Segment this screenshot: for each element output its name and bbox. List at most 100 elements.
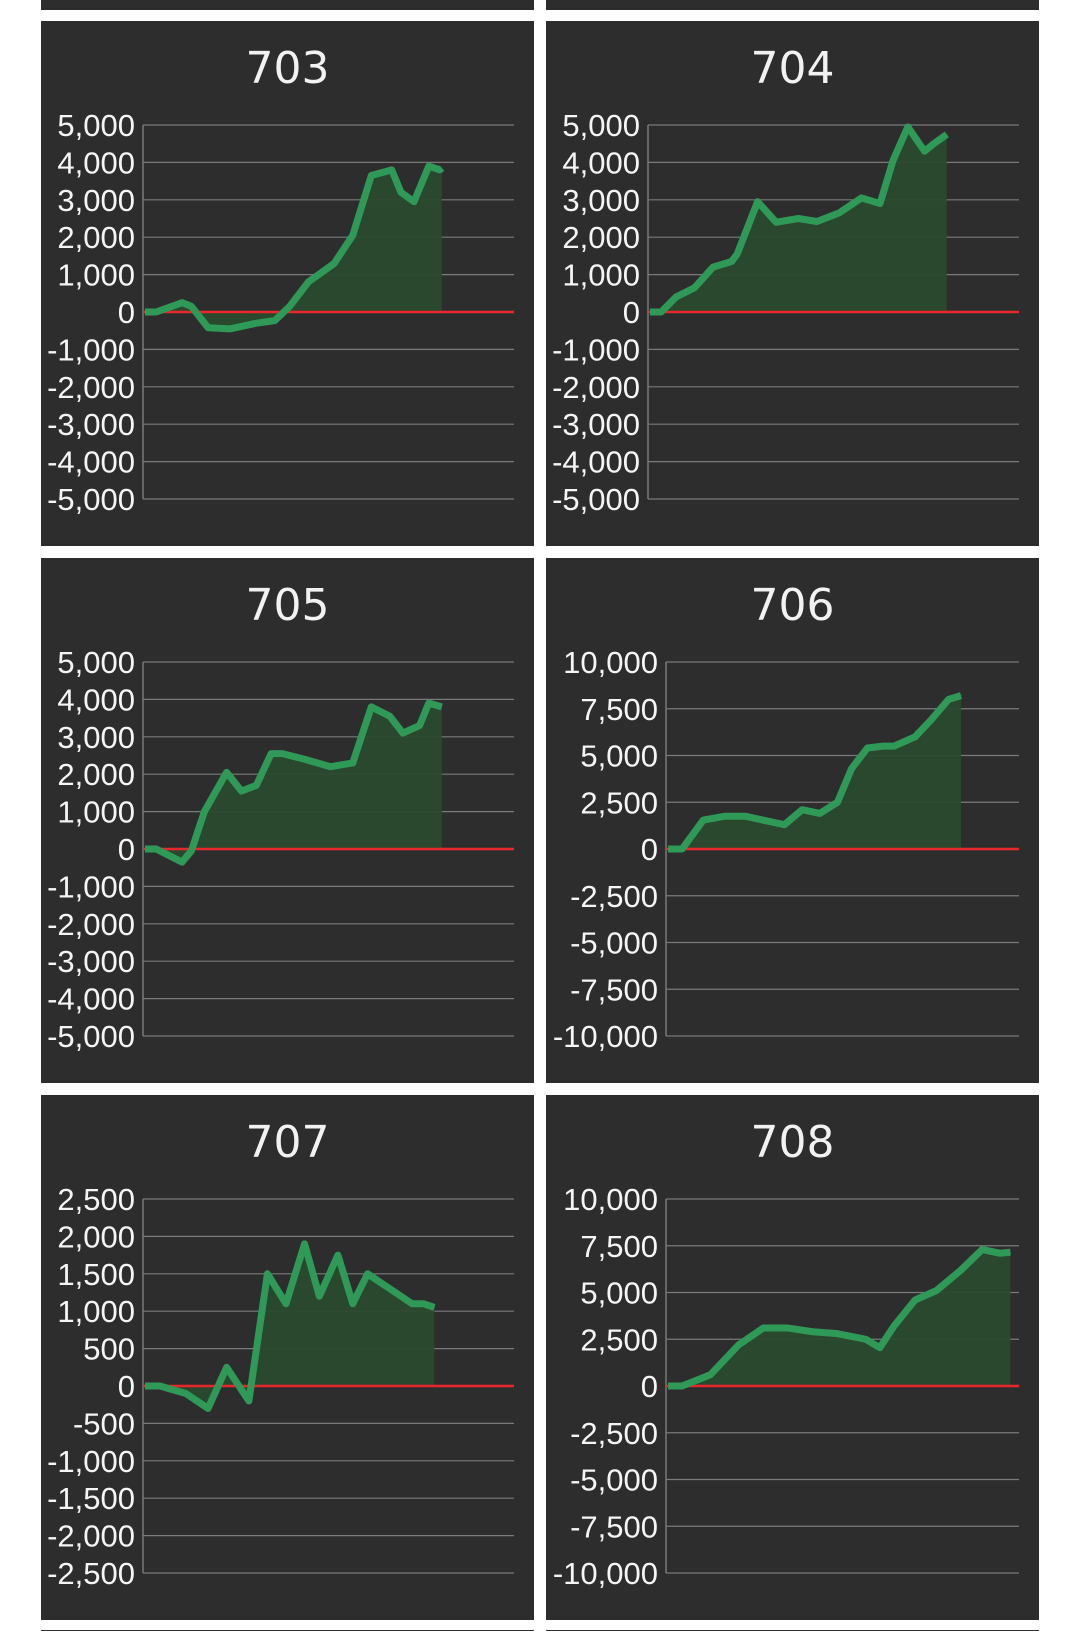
y-tick-label: 5,000	[580, 1276, 658, 1311]
y-tick-label: -1,000	[47, 869, 135, 904]
data-point	[838, 212, 840, 214]
data-point	[304, 758, 306, 760]
data-point	[738, 1344, 740, 1346]
chart-svg: 5,0004,0003,0002,0001,0000-1,000-2,000-3…	[47, 645, 514, 1054]
data-point	[285, 1303, 287, 1305]
data-point	[400, 191, 402, 193]
chart-svg: 5,0004,0003,0002,0001,0000-1,000-2,000-3…	[47, 108, 514, 517]
y-tick-label: -2,000	[47, 907, 135, 942]
chart-svg: 10,000 7,500 5,000 2,500 0 -2,500 -5,000 -7,500…	[553, 1182, 1019, 1591]
data-point	[660, 311, 662, 313]
y-tick-label: -5,000	[47, 482, 135, 517]
chart-title: 704	[750, 43, 835, 94]
data-point	[433, 1306, 435, 1308]
y-tick-label: 5,000	[57, 108, 135, 143]
y-tick-label: 3,000	[57, 720, 135, 755]
data-point	[882, 745, 884, 747]
y-tick-label: -2,500	[47, 1556, 135, 1591]
y-tick-label: 1,000	[57, 1294, 135, 1329]
prev-panel-right-stub	[546, 0, 1039, 10]
y-tick-label: -1,500	[47, 1481, 135, 1516]
data-point	[391, 169, 393, 171]
data-point	[948, 698, 950, 700]
chart-title: 708	[750, 1117, 835, 1168]
data-point	[402, 732, 404, 734]
chart-panel-703: 703 5,000 4,000 3,000 2,000 1,000 0 -1,000 -2,0…	[41, 21, 534, 546]
data-point	[155, 311, 157, 313]
y-tick-label: -5,000	[570, 1463, 658, 1498]
data-point	[836, 1333, 838, 1335]
y-tick-label: 4,000	[562, 145, 640, 180]
y-tick-label: 0	[641, 832, 658, 867]
series-area	[145, 703, 442, 863]
y-tick-label: -2,500	[570, 879, 658, 914]
data-point	[413, 201, 415, 203]
y-tick-label: 3,000	[57, 183, 135, 218]
data-point	[226, 1366, 228, 1368]
data-point	[144, 1385, 146, 1387]
data-point	[181, 861, 183, 863]
data-point	[892, 160, 894, 162]
data-point	[762, 1327, 764, 1329]
y-tick-label: 10,000	[563, 1182, 658, 1217]
chart-panel-704: 704 5,000 4,000 3,000 2,000 1,000 0 -1,000 -2,0…	[546, 21, 1039, 546]
y-tick-label: -5,000	[47, 1019, 135, 1054]
y-tick-label: 2,500	[580, 1322, 658, 1357]
data-point	[723, 815, 725, 817]
data-point	[960, 695, 962, 697]
data-point	[281, 753, 283, 755]
data-point	[229, 328, 231, 330]
data-point	[924, 150, 926, 152]
data-point	[307, 281, 309, 283]
data-point	[203, 811, 205, 813]
data-point	[893, 745, 895, 747]
data-point	[181, 302, 183, 304]
y-tick-label: 5,000	[57, 645, 135, 680]
data-point	[333, 262, 335, 264]
data-point	[702, 819, 704, 821]
y-tick-label: -2,000	[552, 370, 640, 405]
data-point	[367, 1273, 369, 1275]
data-point	[226, 771, 228, 773]
y-tick-label: 7,500	[580, 1229, 658, 1264]
y-tick-label: -3,000	[47, 407, 135, 442]
data-point	[352, 1303, 354, 1305]
y-tick-label: -3,000	[552, 407, 640, 442]
data-point	[337, 1254, 339, 1256]
data-point	[207, 327, 209, 329]
y-tick-label: 1,000	[57, 795, 135, 830]
y-tick-label: 4,000	[57, 682, 135, 717]
data-point	[352, 234, 354, 236]
y-tick-label: 5,000	[580, 739, 658, 774]
data-point	[389, 715, 391, 717]
data-point	[667, 848, 669, 850]
data-point	[255, 322, 257, 324]
y-tick-label: 1,000	[57, 258, 135, 293]
chart-svg: 10,000 7,500 5,000 2,500 0 -2,500 -5,000 -7,500…	[553, 645, 1019, 1054]
data-point	[428, 165, 430, 167]
chart-title: 703	[245, 43, 330, 94]
chart-title: 705	[245, 580, 330, 631]
y-tick-label: -500	[73, 1406, 135, 1441]
data-point	[270, 753, 272, 755]
data-point	[411, 1303, 413, 1305]
chart-panel-708: 708 10,000 7,500 5,000 2,500 0 -2,500 -5,000 -7…	[546, 1095, 1039, 1620]
y-tick-label: 7,500	[580, 692, 658, 727]
data-point	[933, 143, 935, 145]
data-point	[893, 1325, 895, 1327]
data-point	[1009, 1251, 1011, 1253]
y-tick-label: 10,000	[563, 645, 658, 680]
chart-svg: 2,5002,0001,5001,0005000-500-1,000-1,500…	[47, 1182, 514, 1591]
data-point	[960, 1269, 962, 1271]
data-point	[240, 790, 242, 792]
chart-panel-705: 705 5,000 4,000 3,000 2,000 1,000 0 -1,000 -2,0…	[41, 558, 534, 1083]
y-tick-label: -1,000	[47, 332, 135, 367]
data-point	[441, 706, 443, 708]
y-tick-label: 2,500	[57, 1182, 135, 1217]
data-point	[422, 1303, 424, 1305]
y-tick-label: -4,000	[47, 982, 135, 1017]
data-point	[675, 296, 677, 298]
y-tick-label: 1,000	[562, 258, 640, 293]
data-point	[155, 848, 157, 850]
data-point	[248, 1400, 250, 1402]
